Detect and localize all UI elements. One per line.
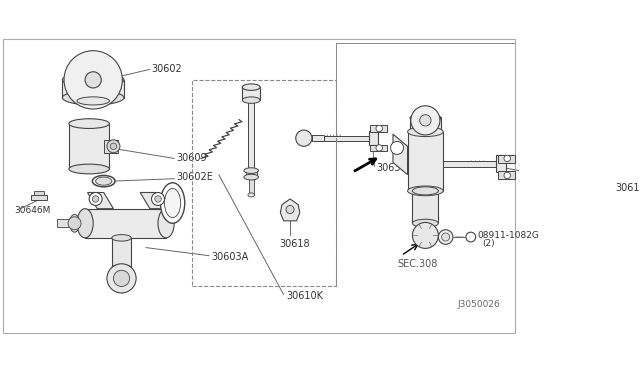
Text: 30610: 30610 bbox=[616, 183, 640, 193]
Polygon shape bbox=[88, 192, 113, 209]
Ellipse shape bbox=[244, 168, 259, 173]
Circle shape bbox=[85, 72, 101, 88]
Bar bbox=[371, 125, 387, 132]
Bar bbox=[69, 124, 109, 169]
Circle shape bbox=[113, 270, 130, 286]
Text: SEC.308: SEC.308 bbox=[397, 259, 437, 269]
Circle shape bbox=[438, 230, 453, 244]
Text: 30609: 30609 bbox=[176, 154, 207, 163]
Circle shape bbox=[420, 115, 431, 126]
Ellipse shape bbox=[244, 174, 259, 180]
Bar bbox=[412, 191, 438, 223]
Circle shape bbox=[504, 155, 511, 162]
Text: 30602: 30602 bbox=[152, 64, 182, 74]
Bar bbox=[246, 169, 257, 177]
Circle shape bbox=[376, 145, 383, 151]
Bar bbox=[408, 132, 444, 191]
Circle shape bbox=[411, 106, 440, 135]
Bar bbox=[243, 87, 260, 100]
Circle shape bbox=[107, 140, 120, 153]
Bar bbox=[248, 100, 255, 171]
Circle shape bbox=[64, 51, 122, 109]
Text: 08911-1082G: 08911-1082G bbox=[477, 231, 539, 240]
Ellipse shape bbox=[112, 264, 131, 271]
Circle shape bbox=[68, 217, 81, 230]
Bar bbox=[112, 238, 131, 268]
Circle shape bbox=[296, 130, 312, 146]
Text: (2): (2) bbox=[482, 239, 495, 248]
Ellipse shape bbox=[62, 73, 124, 87]
Ellipse shape bbox=[92, 176, 115, 187]
Ellipse shape bbox=[164, 189, 180, 218]
Bar bbox=[410, 117, 441, 132]
Circle shape bbox=[390, 141, 403, 154]
Bar bbox=[62, 80, 124, 98]
Circle shape bbox=[92, 196, 99, 202]
Ellipse shape bbox=[408, 127, 444, 137]
Ellipse shape bbox=[69, 164, 109, 174]
Ellipse shape bbox=[62, 90, 124, 105]
Circle shape bbox=[504, 172, 511, 179]
Polygon shape bbox=[140, 192, 166, 209]
Ellipse shape bbox=[412, 187, 438, 195]
Ellipse shape bbox=[161, 183, 185, 223]
Circle shape bbox=[442, 233, 450, 241]
Bar bbox=[496, 155, 506, 172]
Circle shape bbox=[466, 232, 476, 242]
Ellipse shape bbox=[69, 119, 109, 128]
Bar bbox=[31, 195, 47, 200]
Text: 30631: 30631 bbox=[376, 163, 406, 173]
Ellipse shape bbox=[77, 209, 93, 238]
Circle shape bbox=[412, 222, 438, 248]
Bar bbox=[34, 191, 44, 195]
Text: 30603A: 30603A bbox=[211, 252, 249, 262]
Ellipse shape bbox=[248, 193, 255, 197]
Ellipse shape bbox=[243, 97, 260, 103]
Polygon shape bbox=[280, 199, 300, 221]
Polygon shape bbox=[393, 134, 408, 175]
Text: 30610K: 30610K bbox=[286, 291, 323, 301]
Ellipse shape bbox=[95, 177, 112, 185]
Ellipse shape bbox=[408, 186, 444, 196]
Ellipse shape bbox=[410, 128, 441, 136]
Bar bbox=[192, 80, 336, 286]
Ellipse shape bbox=[243, 84, 260, 90]
Circle shape bbox=[110, 143, 116, 150]
Ellipse shape bbox=[112, 235, 131, 241]
Text: 30646M: 30646M bbox=[15, 206, 51, 215]
Bar bbox=[85, 209, 166, 238]
Ellipse shape bbox=[410, 114, 441, 122]
Circle shape bbox=[152, 192, 164, 205]
Circle shape bbox=[155, 196, 161, 202]
Bar bbox=[444, 161, 496, 167]
Circle shape bbox=[89, 192, 102, 205]
Bar bbox=[312, 135, 324, 141]
Bar bbox=[497, 171, 515, 179]
Text: 30618: 30618 bbox=[280, 238, 310, 248]
Bar bbox=[249, 177, 253, 195]
Circle shape bbox=[286, 205, 294, 214]
Circle shape bbox=[376, 125, 383, 132]
Bar bbox=[369, 131, 378, 145]
Text: 30602E: 30602E bbox=[176, 172, 212, 182]
Circle shape bbox=[107, 264, 136, 293]
Bar bbox=[371, 145, 387, 151]
Bar bbox=[497, 155, 515, 163]
Ellipse shape bbox=[158, 209, 174, 238]
Ellipse shape bbox=[70, 214, 79, 232]
Ellipse shape bbox=[412, 219, 438, 227]
Bar bbox=[57, 219, 73, 227]
Bar bbox=[104, 140, 118, 153]
Bar bbox=[324, 136, 369, 141]
Text: J3050026: J3050026 bbox=[458, 300, 500, 309]
Text: N: N bbox=[468, 234, 474, 240]
Ellipse shape bbox=[77, 97, 109, 105]
